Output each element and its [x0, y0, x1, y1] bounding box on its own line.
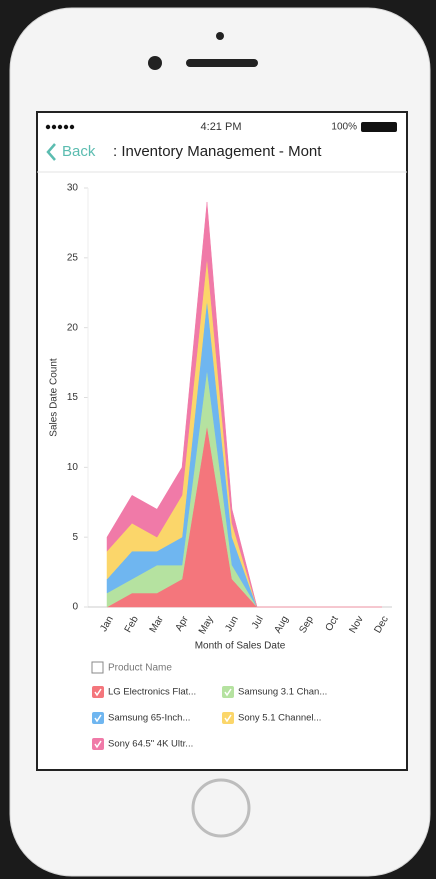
legend-swatch [92, 712, 104, 724]
legend-check [94, 714, 102, 723]
legend-check [94, 740, 102, 749]
legend-check [224, 688, 232, 697]
y-tick-label: 30 [67, 183, 79, 194]
legend-swatch [222, 712, 234, 724]
y-tick-label: 20 [67, 322, 79, 333]
signal [45, 124, 75, 130]
legend-label: Samsung 65-Inch... [108, 713, 190, 724]
back-button[interactable]: Back [62, 143, 96, 160]
legend-checkbox [91, 661, 104, 674]
camera [216, 32, 224, 40]
legend-check [224, 714, 232, 723]
back-arrow[interactable] [46, 143, 56, 161]
status-time: 4:21 PM [201, 121, 242, 133]
y-tick-label: 0 [72, 602, 78, 613]
legend-check [94, 688, 102, 697]
legend-swatch [92, 738, 104, 750]
legend-swatch [92, 686, 104, 698]
status-battery: 100% [331, 122, 357, 133]
legend-label: Sony 64.5" 4K Ultr... [108, 739, 193, 750]
speaker [186, 59, 258, 67]
legend-title: Product Name [108, 663, 172, 674]
y-axis-title: Sales Date Count [49, 358, 60, 437]
nav-title: : Inventory Management - Mont [113, 143, 322, 160]
area [106, 201, 382, 608]
x-axis-title: Month of Sales Date [195, 641, 286, 652]
legend-swatch [222, 686, 234, 698]
legend-label: Samsung 3.1 Chan... [238, 687, 327, 698]
y-tick-label: 10 [67, 462, 79, 473]
sensor [148, 56, 162, 70]
legend-label: LG Electronics Flat... [108, 687, 196, 698]
home-button[interactable] [191, 778, 251, 838]
y-tick-label: 25 [67, 252, 79, 263]
legend-label: Sony 5.1 Channel... [238, 713, 321, 724]
battery-icon [361, 122, 397, 132]
y-tick-label: 15 [67, 392, 79, 403]
y-tick-label: 5 [72, 532, 78, 543]
